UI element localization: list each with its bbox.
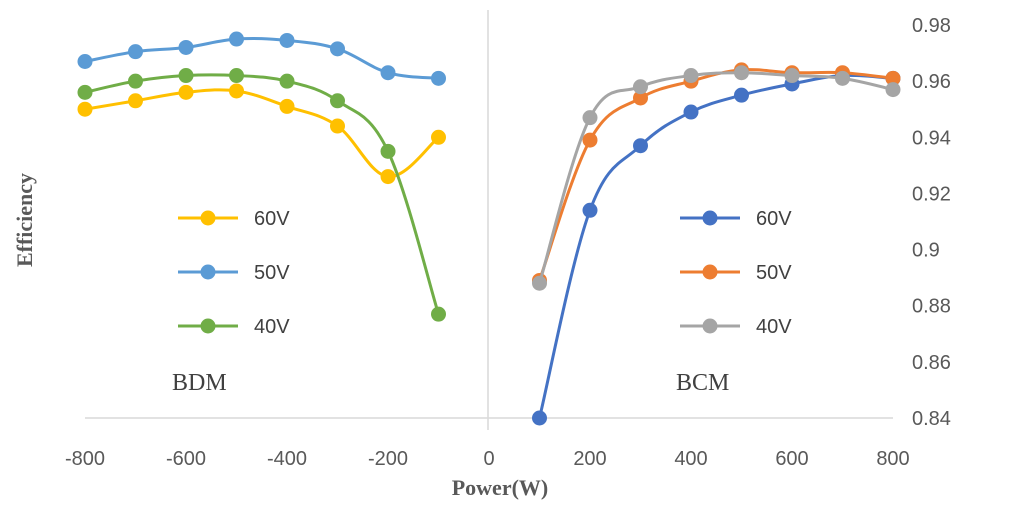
data-point <box>633 90 648 106</box>
data-point <box>128 73 143 89</box>
y-tick-label: 0.98 <box>912 15 951 37</box>
data-point <box>683 104 699 120</box>
legend-marker <box>702 318 718 334</box>
data-point <box>330 41 345 57</box>
data-point <box>582 202 598 218</box>
data-point <box>178 84 194 100</box>
data-point <box>431 70 446 86</box>
data-point <box>734 65 749 81</box>
series-bcm-50v <box>532 62 901 288</box>
data-point <box>582 132 598 148</box>
data-point <box>279 73 295 89</box>
y-axis-title: Efficiency <box>12 173 37 267</box>
data-point <box>77 101 93 117</box>
legend-marker <box>200 318 216 334</box>
data-point <box>178 68 194 84</box>
data-point <box>229 31 244 47</box>
data-point <box>128 93 143 109</box>
data-point <box>178 39 194 55</box>
data-point <box>380 169 396 185</box>
x-tick-label: 800 <box>876 448 909 470</box>
series-bdm-40v <box>77 68 446 322</box>
y-tick-label: 0.92 <box>912 183 951 205</box>
x-tick-label: -400 <box>267 448 307 470</box>
x-tick-label: 200 <box>573 448 606 470</box>
bcm-annotation: BCM <box>676 370 729 396</box>
data-point <box>532 275 547 291</box>
data-point <box>380 65 396 81</box>
data-point <box>885 70 901 86</box>
legend-label: 40V <box>254 316 290 338</box>
y-tick-label: 0.9 <box>912 240 940 262</box>
data-point <box>128 44 143 60</box>
legend-bcm: 60V 50V 40V <box>680 208 792 338</box>
x-tick-labels: -800 -600 -400 -200 0 200 400 600 800 <box>65 448 910 470</box>
legend-marker <box>702 210 718 226</box>
data-point <box>633 79 648 95</box>
series-line <box>538 71 894 284</box>
data-point <box>683 68 699 84</box>
legend-marker <box>702 264 718 280</box>
bdm-annotation: BDM <box>172 370 227 396</box>
y-tick-label: 0.94 <box>912 127 951 149</box>
y-tick-label: 0.96 <box>912 71 951 93</box>
legend-bdm: 60V 50V 40V <box>178 208 290 338</box>
legend-marker <box>200 264 216 280</box>
data-point <box>229 83 244 99</box>
x-tick-label: 600 <box>775 448 808 470</box>
data-point <box>330 118 345 134</box>
series-bdm-50v <box>77 31 446 86</box>
legends: 60V 50V 40V 60V 50V 40V <box>178 208 792 338</box>
y-tick-label: 0.86 <box>912 352 951 374</box>
data-point <box>279 32 295 48</box>
data-point <box>582 110 598 126</box>
data-point <box>279 98 295 114</box>
series-bdm-60v <box>77 83 446 185</box>
series-layer <box>77 31 901 426</box>
x-tick-label: -800 <box>65 448 105 470</box>
y-tick-labels: 0.98 0.96 0.94 0.92 0.9 0.88 0.86 0.84 <box>912 15 951 430</box>
data-point <box>229 68 244 84</box>
legend-label: 50V <box>756 262 792 284</box>
legend-label: 50V <box>254 262 290 284</box>
data-point <box>431 129 446 145</box>
x-tick-label: -600 <box>166 448 206 470</box>
data-point <box>835 70 850 86</box>
data-point <box>633 138 648 154</box>
x-axis-title: Power(W) <box>452 475 549 500</box>
legend-label: 40V <box>756 316 792 338</box>
axes <box>85 10 893 430</box>
data-point <box>77 84 93 100</box>
data-point <box>784 68 800 84</box>
legend-marker <box>200 210 216 226</box>
y-tick-label: 0.88 <box>912 296 951 318</box>
data-point <box>330 93 345 109</box>
data-point <box>734 87 749 103</box>
series-bcm-40v <box>532 65 901 291</box>
series-line <box>538 73 894 419</box>
y-tick-label: 0.84 <box>912 408 951 430</box>
data-point <box>431 306 446 322</box>
legend-label: 60V <box>254 208 290 230</box>
data-point <box>77 53 93 69</box>
x-tick-label: -200 <box>368 448 408 470</box>
x-tick-label: 400 <box>674 448 707 470</box>
data-point <box>380 143 396 159</box>
data-point <box>532 410 547 426</box>
data-point <box>885 82 901 98</box>
legend-label: 60V <box>756 208 792 230</box>
x-tick-label: 0 <box>483 448 494 470</box>
